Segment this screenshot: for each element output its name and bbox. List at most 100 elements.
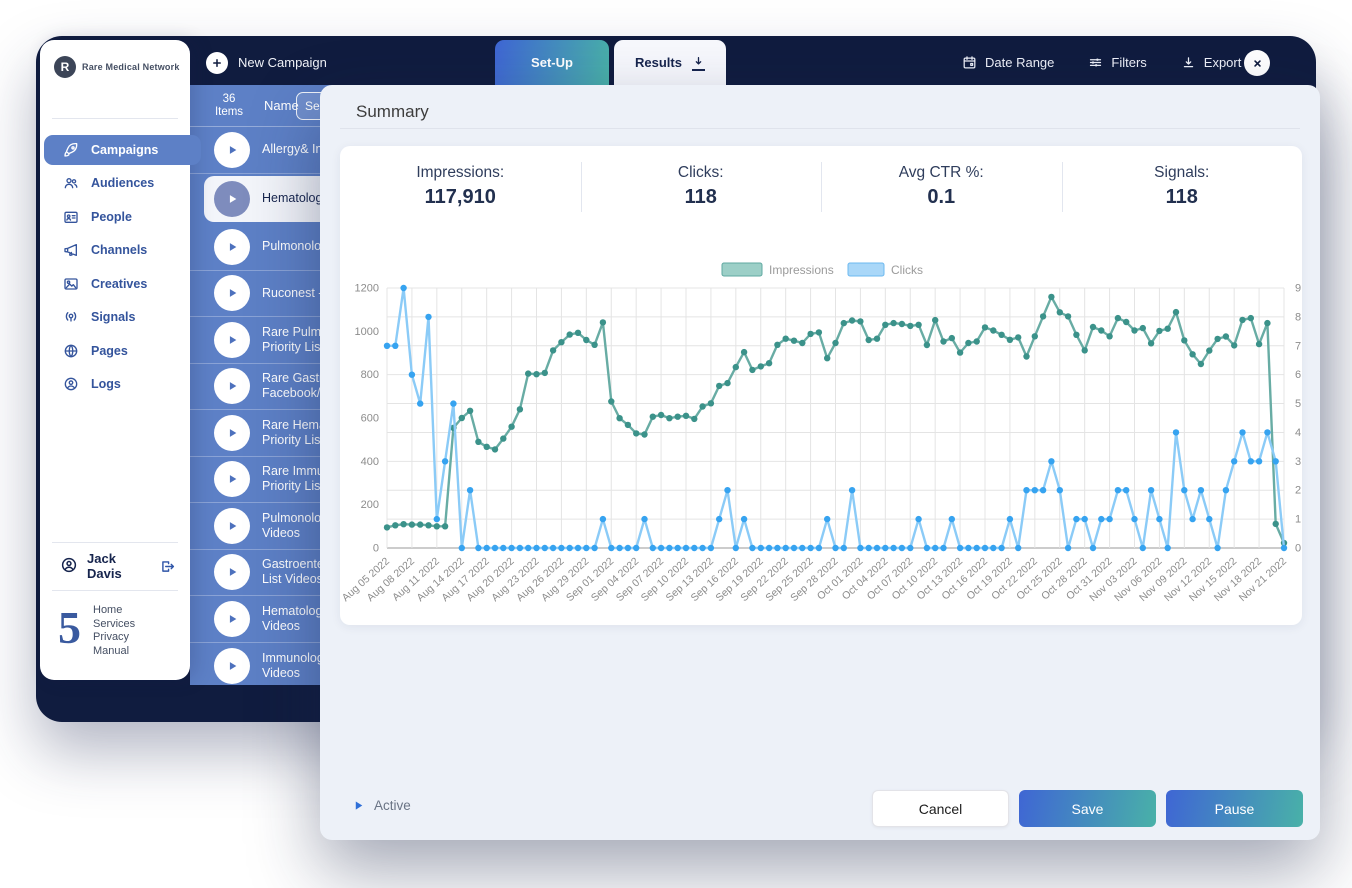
campaign-status[interactable]: Active [352, 798, 411, 813]
close-button[interactable] [1244, 50, 1270, 76]
items-count: 36 Items [214, 92, 244, 118]
campaign-row[interactable]: Rare Pulmon Priority List [190, 317, 440, 364]
logo-icon: R [54, 56, 76, 78]
campaign-row[interactable]: Rare Immun Priority List [190, 457, 440, 503]
svg-text:2: 2 [1295, 485, 1301, 497]
svg-text:7: 7 [1295, 340, 1301, 352]
campaign-row[interactable]: Hematology Videos [190, 596, 440, 643]
user-icon [60, 556, 78, 577]
campaign-row[interactable]: Rare Gastro Facebook/In [190, 364, 440, 410]
footer-links: Home Services Privacy Manual [93, 598, 135, 658]
cancel-button[interactable]: Cancel [872, 790, 1009, 827]
play-button[interactable] [214, 368, 250, 405]
svg-text:400: 400 [361, 456, 379, 468]
footer-link-privacy[interactable]: Privacy [93, 631, 130, 643]
campaign-row[interactable]: Pulmonolog Videos [190, 503, 440, 550]
new-campaign-label: New Campaign [238, 55, 327, 70]
svg-text:0: 0 [1295, 543, 1301, 555]
campaign-row[interactable]: Pulmonolog [190, 224, 440, 271]
play-button[interactable] [214, 507, 250, 544]
five-logo: 5 [58, 602, 81, 653]
tab-results[interactable]: Results [614, 40, 726, 85]
save-button[interactable]: Save [1019, 790, 1156, 827]
new-campaign-button[interactable]: New Campaign [206, 40, 327, 85]
summary-modal: Summary Impressions: 117,910 Clicks: 118… [320, 85, 1320, 840]
svg-text:8: 8 [1295, 311, 1301, 323]
campaign-row[interactable]: Rare Hemat Priority List [190, 410, 440, 457]
rocket-icon [63, 142, 77, 157]
image-icon [63, 278, 78, 290]
campaign-row[interactable]: Immunology Videos [190, 643, 440, 690]
sidebar-item-logs[interactable]: Logs [40, 368, 190, 402]
megaphone-icon [63, 244, 77, 257]
svg-text:800: 800 [361, 369, 379, 381]
sidebar: R Rare Medical Network Campaigns Audienc… [40, 40, 201, 680]
stat-value: 117,910 [424, 185, 496, 208]
summary-card: Impressions: 117,910 Clicks: 118 Avg CTR… [340, 146, 1302, 625]
sidebar-item-label: Pages [91, 343, 128, 358]
topbar-action-filters[interactable]: Filters [1088, 55, 1147, 70]
stat-clicks: Clicks: 118 [580, 146, 822, 226]
stat-value: 118 [684, 185, 717, 208]
play-button[interactable] [214, 647, 250, 684]
sidebar-item-signals[interactable]: Signals [40, 301, 190, 335]
play-icon [352, 799, 365, 812]
app-logo: R Rare Medical Network [54, 56, 180, 78]
sidebar-item-label: Channels [91, 243, 148, 258]
play-button[interactable] [214, 228, 250, 265]
play-icon [229, 661, 237, 670]
sidebar-item-channels[interactable]: Channels [40, 234, 190, 268]
user-circle-icon [61, 557, 77, 572]
sidebar-item-label: Creatives [91, 276, 148, 291]
name-column-header: Name [264, 98, 299, 113]
svg-text:6: 6 [1295, 369, 1301, 381]
tab-set-up[interactable]: Set-Up [495, 40, 609, 85]
pause-button[interactable]: Pause [1166, 790, 1303, 827]
footer-link-services[interactable]: Services [93, 617, 136, 630]
card-icon [63, 211, 78, 223]
campaign-row[interactable]: Gastroenter List Videos [190, 550, 440, 596]
stat-avgctr: Avg CTR %: 0.1 [821, 146, 1062, 226]
play-icon [229, 568, 237, 577]
play-icon [229, 289, 237, 298]
download-icon [691, 55, 705, 71]
sidebar-item-creatives[interactable]: Creatives [40, 267, 190, 301]
stat-label: Avg CTR %: [898, 163, 984, 181]
play-button[interactable] [214, 275, 250, 312]
close-icon [1253, 59, 1261, 67]
play-button[interactable] [214, 600, 250, 637]
sidebar-item-pages[interactable]: Pages [40, 334, 190, 368]
svg-text:3: 3 [1295, 456, 1301, 468]
sidebar-item-people[interactable]: People [40, 200, 190, 234]
play-button[interactable] [214, 414, 250, 451]
play-icon [229, 428, 237, 437]
calendar-icon [963, 56, 976, 69]
chart-legend: Impressions Clicks [721, 262, 923, 277]
play-icon [229, 335, 237, 344]
topbar-action-export[interactable]: Export [1181, 55, 1241, 70]
play-button[interactable] [214, 321, 250, 358]
play-icon [229, 242, 237, 251]
footer-link-manual[interactable]: Manual [93, 644, 130, 657]
footer-link-home[interactable]: Home [93, 604, 123, 616]
topbar-action-date-range[interactable]: Date Range [962, 55, 1054, 70]
play-button[interactable] [214, 461, 250, 498]
sidebar-item-audiences[interactable]: Audiences [40, 167, 190, 201]
globe-icon [64, 344, 77, 358]
sidebar-footer: 5 Home Services Privacy Manual [58, 598, 135, 658]
play-button[interactable] [214, 180, 250, 217]
logout-icon [162, 560, 175, 572]
play-icon [229, 521, 237, 530]
campaign-row[interactable]: Ruconest - H [190, 271, 440, 317]
play-button[interactable] [214, 131, 250, 168]
user-row[interactable]: Jack Davis [40, 551, 190, 581]
sidebar-item-campaigns[interactable]: Campaigns [44, 135, 201, 165]
campaign-row[interactable]: Allergy& Imm [190, 127, 440, 174]
sidebar-item-label: People [91, 209, 132, 224]
svg-text:4: 4 [1295, 427, 1301, 439]
svg-text:600: 600 [361, 413, 379, 425]
stat-impressions: Impressions: 117,910 [340, 146, 581, 226]
logout-icon[interactable] [159, 558, 176, 575]
play-button[interactable] [214, 554, 250, 591]
